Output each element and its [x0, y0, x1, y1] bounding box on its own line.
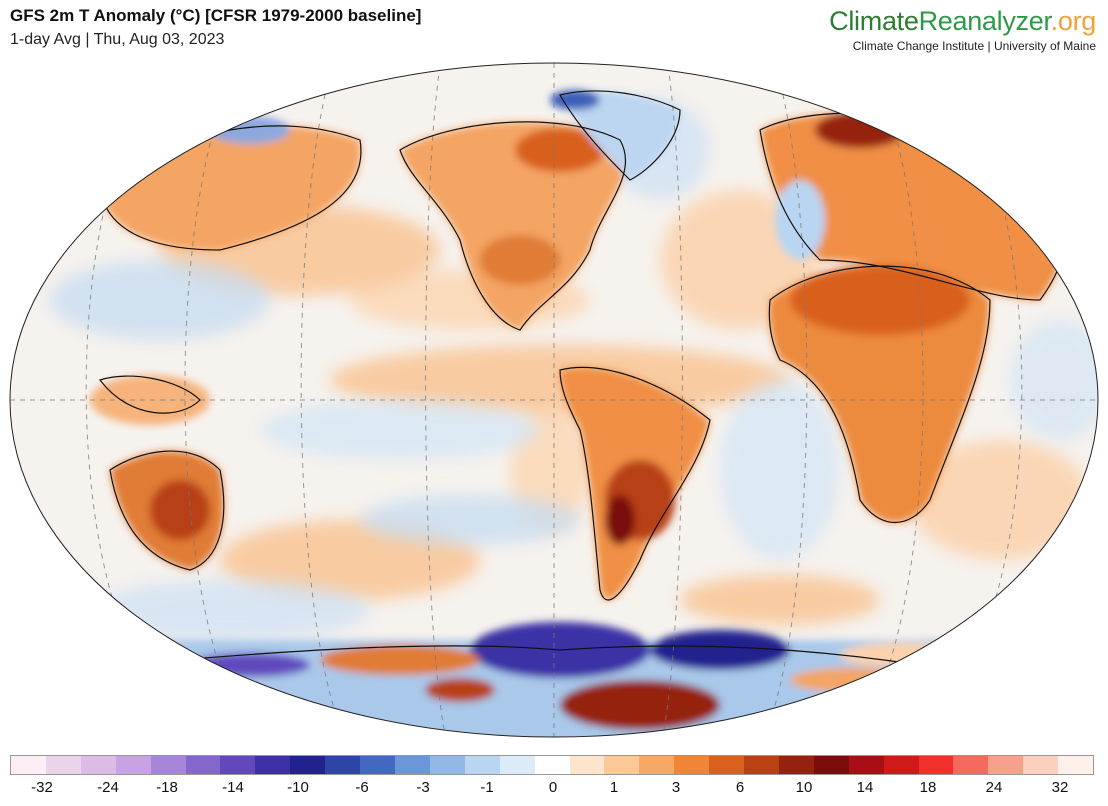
legend-tick-label: 0	[548, 779, 558, 796]
legend-tick-label: 3	[671, 779, 681, 796]
legend-swatch	[813, 756, 849, 774]
color-scale-ticks: -32 -24 -18 -14 -10 -6 -3 -1 0 1 3 6 10 14 18 24 32	[10, 779, 1092, 799]
legend-swatch	[674, 756, 710, 774]
brand-name-tld: .org	[1050, 6, 1097, 36]
legend-tick-label: 24	[985, 779, 1003, 796]
color-scale-bar	[10, 755, 1094, 775]
legend-tick-label: 6	[735, 779, 745, 796]
legend-tick-label: 18	[919, 779, 937, 796]
legend-tick-label: -18	[156, 779, 178, 796]
legend-tick-label: -10	[287, 779, 309, 796]
legend-swatch	[778, 756, 814, 774]
legend-swatch	[848, 756, 884, 774]
legend-tick-label: -32	[31, 779, 53, 796]
legend-swatch	[534, 756, 570, 774]
legend-tick-label: -6	[355, 779, 369, 796]
legend-swatch	[360, 756, 395, 774]
legend-swatch	[115, 756, 151, 774]
legend-tick-label: 10	[795, 779, 813, 796]
map-title: GFS 2m T Anomaly (°C) [CFSR 1979-2000 ba…	[10, 6, 422, 25]
brand-name-part1: Climate	[829, 6, 919, 36]
legend-swatch	[499, 756, 535, 774]
legend-swatch	[918, 756, 954, 774]
legend-tick-label: 14	[856, 779, 874, 796]
legend-swatch	[429, 756, 465, 774]
legend-swatch	[604, 756, 640, 774]
legend-swatch	[11, 756, 46, 774]
legend-swatch	[325, 756, 361, 774]
brand-tagline: Climate Change Institute | University of…	[852, 39, 1096, 53]
legend-swatch	[45, 756, 81, 774]
legend-swatch	[639, 756, 675, 774]
legend-swatch	[80, 756, 116, 774]
legend-swatch	[185, 756, 221, 774]
legend-swatch	[744, 756, 779, 774]
legend-tick-label: -1	[480, 779, 494, 796]
anomaly-field	[10, 63, 1098, 737]
globe-outline	[9, 62, 1099, 738]
legend-swatch	[569, 756, 605, 774]
legend-swatch	[464, 756, 500, 774]
legend-swatch	[883, 756, 919, 774]
legend-swatch	[394, 756, 430, 774]
legend-swatch	[953, 756, 989, 774]
legend-tick-label: -24	[97, 779, 119, 796]
legend-tick-label: -3	[416, 779, 430, 796]
legend-swatch	[220, 756, 256, 774]
legend-tick-label: 32	[1051, 779, 1069, 796]
legend-swatch	[290, 756, 326, 774]
legend-swatch	[1058, 756, 1094, 774]
brand-logo[interactable]: ClimateReanalyzer.org	[829, 6, 1096, 36]
brand-name-part2: Reanalyzer	[918, 6, 1051, 36]
legend-swatch	[1023, 756, 1059, 774]
legend-tick-label: 1	[609, 779, 619, 796]
world-anomaly-map	[9, 62, 1099, 738]
legend-swatch	[988, 756, 1024, 774]
map-subtitle: 1-day Avg | Thu, Aug 03, 2023	[10, 31, 225, 48]
legend-swatch	[709, 756, 745, 774]
legend-tick-label: -14	[222, 779, 244, 796]
legend-swatch	[255, 756, 291, 774]
brand-block: ClimateReanalyzer.org Climate Change Ins…	[829, 6, 1096, 53]
legend-swatch	[150, 756, 186, 774]
